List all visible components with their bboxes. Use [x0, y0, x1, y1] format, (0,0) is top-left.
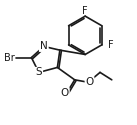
Text: O: O — [60, 88, 69, 98]
Text: F: F — [82, 6, 88, 16]
Text: S: S — [35, 67, 42, 77]
Text: F: F — [108, 40, 113, 50]
Text: O: O — [85, 77, 94, 87]
Text: N: N — [40, 41, 48, 51]
Text: N: N — [39, 41, 48, 51]
Text: O: O — [61, 88, 69, 98]
Text: S: S — [35, 67, 43, 77]
Text: Br: Br — [4, 52, 14, 62]
Text: O: O — [85, 77, 94, 87]
